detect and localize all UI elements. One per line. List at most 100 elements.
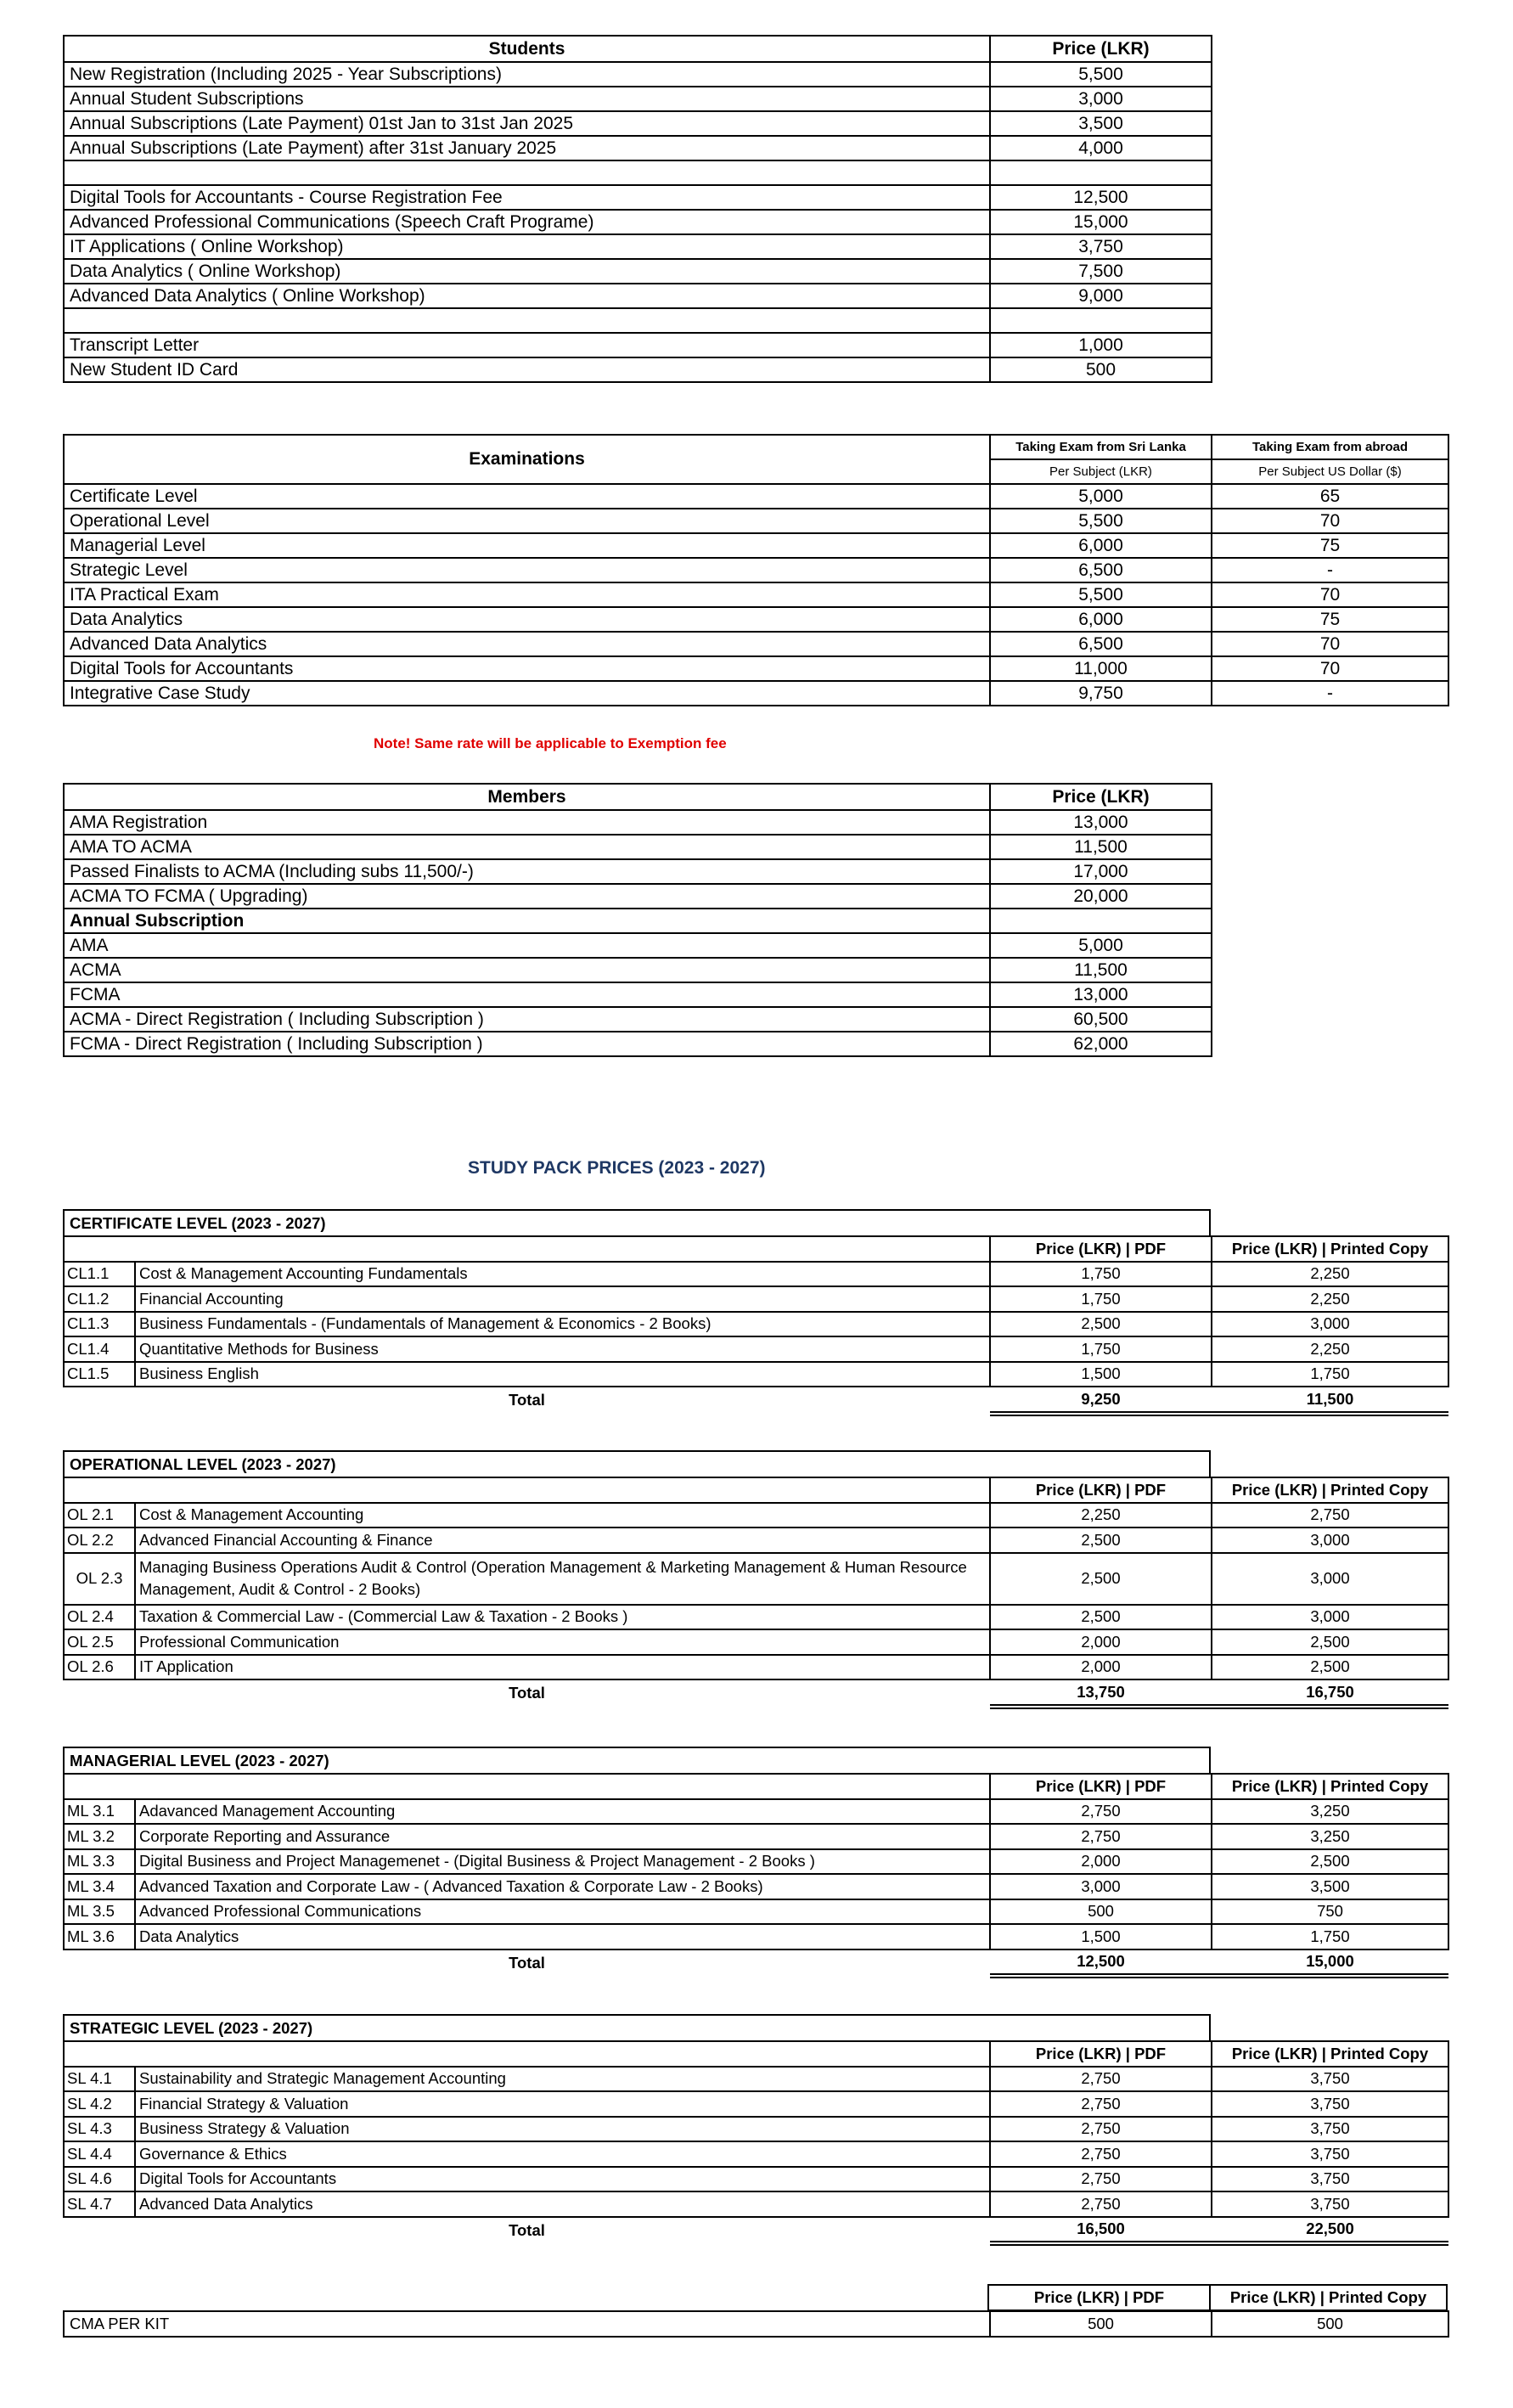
table-row: CL1.3 Business Fundamentals - (Fundamenta… — [63, 1310, 1449, 1337]
price-pdf: 2,000 — [989, 1629, 1212, 1656]
item-label: AMA TO ACMA — [63, 834, 991, 860]
subheader-lkr: Per Subject (LKR) — [989, 459, 1212, 485]
subject-code: OL 2.4 — [63, 1603, 136, 1630]
subject-code: SL 4.1 — [63, 2065, 136, 2092]
subject-name: Digital Tools for Accountants — [134, 2165, 991, 2192]
price-printed: 2,250 — [1211, 1336, 1449, 1363]
item-label: Advanced Professional Communications (Sp… — [63, 209, 991, 235]
table-row: ML 3.5 Advanced Professional Communicatio… — [63, 1898, 1449, 1925]
table-row: SL 4.7 Advanced Data Analytics 2,750 3,750 — [63, 2191, 1449, 2218]
price-usd: 70 — [1211, 508, 1449, 534]
table-row: OL 2.3 Managing Business Operations Audit… — [63, 1551, 1449, 1606]
cma-kit-row: CMA PER KIT 500 500 — [63, 2310, 1449, 2338]
item-label: Annual Subscriptions (Late Payment) 01st… — [63, 110, 991, 137]
item-label: Annual Subscription — [63, 908, 991, 934]
item-price — [989, 908, 1212, 934]
price-printed: 3,750 — [1211, 2115, 1449, 2142]
table-row: ML 3.1 Adavanced Management Accounting 2,7… — [63, 1798, 1449, 1825]
header-pdf: Price (LKR) | PDF — [989, 2040, 1212, 2068]
item-label: Digital Tools for Accountants - Course R… — [63, 184, 991, 211]
item-label: ACMA TO FCMA ( Upgrading) — [63, 883, 991, 909]
item-price: 500 — [989, 357, 1212, 383]
subject-name: Data Analytics — [134, 1923, 991, 1950]
table-row: Data Analytics 6,000 75 — [63, 606, 1449, 633]
table-row: Digital Tools for Accountants - Course R… — [63, 184, 1212, 211]
subject-code: SL 4.7 — [63, 2191, 136, 2218]
table-row: ACMA 11,500 — [63, 957, 1212, 983]
item-label: Annual Subscriptions (Late Payment) afte… — [63, 135, 991, 161]
header-printed: Price (LKR) | Printed Copy — [1211, 1773, 1449, 1800]
table-row: SL 4.2 Financial Strategy & Valuation 2,75… — [63, 2090, 1449, 2118]
table-row: ML 3.2 Corporate Reporting and Assurance 2… — [63, 1823, 1449, 1850]
table-row: Annual Subscriptions (Late Payment) 01st… — [63, 110, 1212, 137]
table-row: Annual Subscription — [63, 908, 1212, 934]
header-printed: Price (LKR) | Printed Copy — [1211, 1477, 1449, 1504]
exam-label: Operational Level — [63, 508, 991, 534]
table-row: AMA Registration 13,000 — [63, 809, 1212, 835]
exam-label: Certificate Level — [63, 483, 991, 509]
price-printed: 3,000 — [1211, 1310, 1449, 1337]
exam-label: ITA Practical Exam — [63, 582, 991, 608]
item-price: 11,500 — [989, 834, 1212, 860]
price-pdf: 2,750 — [989, 2141, 1212, 2168]
table-row: FCMA - Direct Registration ( Including S… — [63, 1031, 1212, 1057]
total-row: Total 9,250 11,500 — [64, 1387, 1448, 1416]
members-table: Members Price (LKR) AMA Registration 13,000… — [63, 783, 1212, 1057]
price-printed: 2,250 — [1211, 1286, 1449, 1313]
subject-code: OL 2.3 — [63, 1551, 136, 1606]
level-title: CERTIFICATE LEVEL (2023 - 2027) — [63, 1209, 1211, 1235]
subject-code: ML 3.6 — [63, 1923, 136, 1950]
price-lkr: 5,500 — [989, 582, 1212, 608]
table-row: ACMA - Direct Registration ( Including S… — [63, 1006, 1212, 1032]
table-row: SL 4.3 Business Strategy & Valuation 2,750… — [63, 2115, 1449, 2142]
price-usd: 70 — [1211, 631, 1449, 657]
table-row — [63, 160, 1212, 186]
table-row: ACMA TO FCMA ( Upgrading) 20,000 — [63, 883, 1212, 909]
total-label: Total — [509, 2220, 545, 2239]
price-printed: 1,750 — [1211, 1360, 1449, 1387]
price-pdf: 2,750 — [989, 2115, 1212, 2142]
price-printed: 3,750 — [1211, 2090, 1449, 2118]
total-pdf: 16,500 — [990, 2216, 1212, 2246]
level-title: MANAGERIAL LEVEL (2023 - 2027) — [63, 1747, 1211, 1773]
item-price: 11,500 — [989, 957, 1212, 983]
table-row: OL 2.2 Advanced Financial Accounting & Fi… — [63, 1527, 1449, 1554]
header-price: Price (LKR) — [989, 783, 1212, 811]
price-printed: 3,750 — [1211, 2191, 1449, 2218]
price-printed: 2,500 — [1211, 1848, 1449, 1875]
item-label: FCMA — [63, 982, 991, 1008]
price-printed: 3,750 — [1211, 2165, 1449, 2192]
subject-name: Taxation & Commercial Law - (Commercial … — [134, 1603, 991, 1630]
table-row: ML 3.6 Data Analytics 1,500 1,750 — [63, 1923, 1449, 1950]
item-label: FCMA - Direct Registration ( Including S… — [63, 1031, 991, 1057]
exam-label: Advanced Data Analytics — [63, 631, 991, 657]
total-printed: 16,750 — [1212, 1679, 1448, 1709]
price-pdf: 2,250 — [989, 1501, 1212, 1528]
table-row: ML 3.3 Digital Business and Project Manag… — [63, 1848, 1449, 1875]
table-row: Certificate Level 5,000 65 — [63, 483, 1449, 509]
price-pdf: 2,500 — [989, 1551, 1212, 1606]
subject-code: ML 3.1 — [63, 1798, 136, 1825]
subject-name: IT Application — [134, 1653, 991, 1680]
item-label: New Student ID Card — [63, 357, 991, 383]
header-printed: Price (LKR) | Printed Copy — [1209, 2284, 1448, 2311]
item-price: 1,000 — [989, 332, 1212, 358]
subject-code: SL 4.2 — [63, 2090, 136, 2118]
item-label: Passed Finalists to ACMA (Including subs… — [63, 858, 991, 885]
item-price: 5,000 — [989, 932, 1212, 959]
subject-name: Corporate Reporting and Assurance — [134, 1823, 991, 1850]
price-printed: 2,500 — [1211, 1653, 1449, 1680]
price-lkr: 11,000 — [989, 655, 1212, 682]
total-printed: 15,000 — [1212, 1949, 1448, 1978]
exam-label: Digital Tools for Accountants — [63, 655, 991, 682]
price-pdf: 1,750 — [989, 1336, 1212, 1363]
blank-header — [63, 1477, 991, 1504]
price-pdf: 1,500 — [989, 1360, 1212, 1387]
price-usd: 70 — [1211, 655, 1449, 682]
subject-name: Quantitative Methods for Business — [134, 1336, 991, 1363]
item-price: 3,000 — [989, 86, 1212, 112]
price-printed: 2,250 — [1211, 1260, 1449, 1287]
table-row: SL 4.1 Sustainability and Strategic Manag… — [63, 2065, 1449, 2092]
table-row: Passed Finalists to ACMA (Including subs… — [63, 858, 1212, 885]
table-row: OL 2.5 Professional Communication 2,000 2,5… — [63, 1629, 1449, 1656]
